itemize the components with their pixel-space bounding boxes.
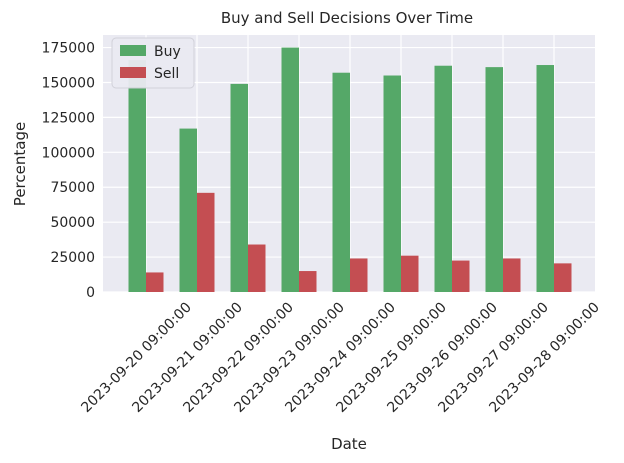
bar-sell [350, 258, 368, 292]
bar-sell [401, 255, 419, 292]
y-tick-label: 175000 [42, 41, 95, 57]
y-tick-label: 125000 [42, 110, 95, 126]
bar-sell [197, 192, 215, 292]
bar-buy [179, 128, 197, 292]
chart-title: Buy and Sell Decisions Over Time [221, 9, 473, 27]
legend-label: Sell [154, 66, 179, 82]
bars [128, 47, 572, 293]
bar-sell [146, 272, 164, 292]
legend-swatch [120, 45, 146, 56]
y-tick-label: 75000 [50, 180, 95, 196]
y-tick-label: 25000 [50, 250, 95, 266]
y-tick-label: 150000 [42, 75, 95, 91]
y-tick-labels: 0 25000 50000 75000 100000 125000 150000 175000 [42, 41, 95, 301]
legend-label: Buy [154, 44, 181, 60]
bar-buy [281, 47, 299, 293]
y-tick-label: 0 [86, 285, 95, 301]
bar-sell [452, 260, 470, 292]
bar-buy [485, 67, 503, 292]
y-tick-label: 100000 [42, 145, 95, 161]
bar-buy [434, 65, 452, 292]
bar-sell [299, 271, 317, 292]
y-tick-label: 50000 [50, 215, 95, 231]
legend-swatch [120, 67, 146, 78]
bar-sell [248, 244, 266, 292]
bar-buy [536, 65, 554, 292]
bar-sell [554, 263, 572, 292]
x-axis-label: Date [331, 435, 367, 453]
bar-buy [128, 60, 146, 293]
legend: Buy Sell [111, 37, 195, 89]
bar-buy [332, 72, 350, 292]
bar-buy [230, 83, 248, 293]
bar-buy [383, 75, 401, 292]
bar-sell [503, 258, 521, 292]
y-axis-label: Percentage [11, 122, 29, 206]
